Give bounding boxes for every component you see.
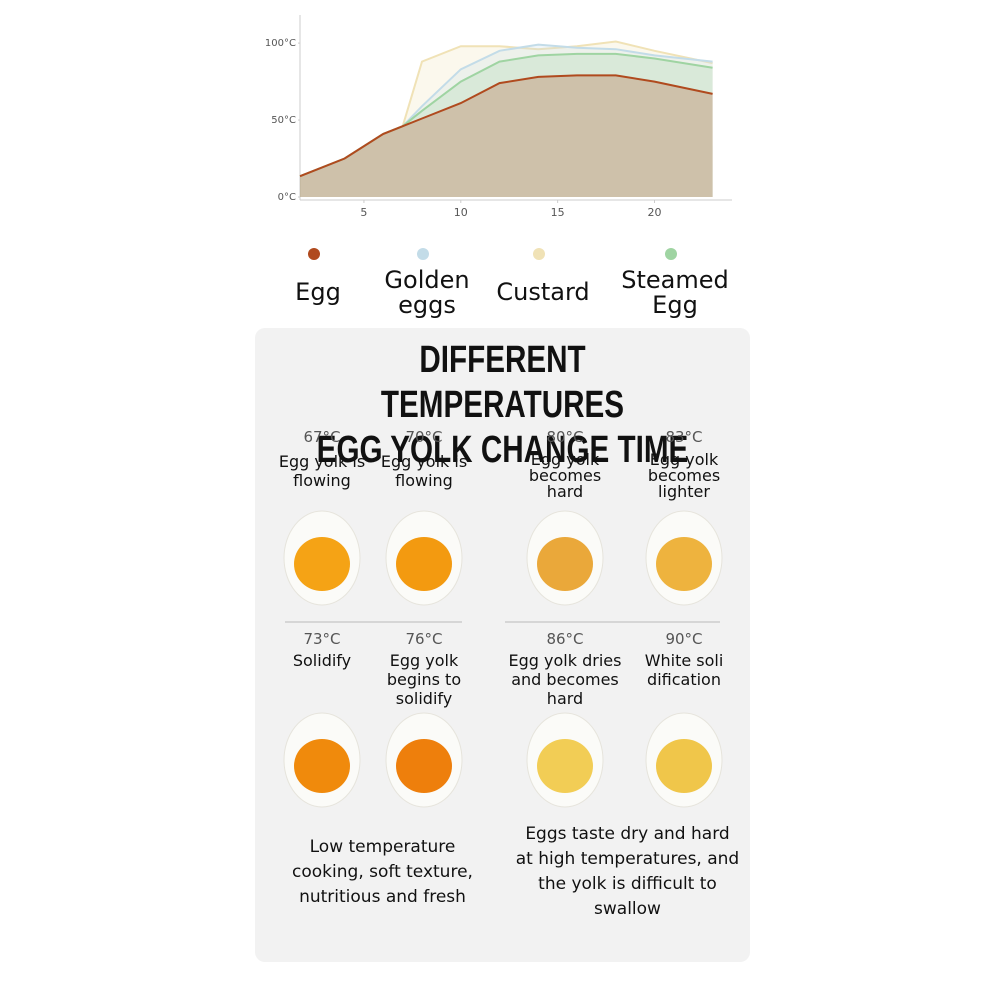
caption: Egg yolk begins to solidify: [386, 651, 462, 708]
temperature: 73°C: [303, 630, 341, 648]
area: [300, 44, 713, 197]
y-tick-label: 100°C: [265, 38, 296, 49]
temperature: 86°C: [546, 630, 584, 648]
panel-title: DIFFERENT TEMPERATURES EGG YOLK CHANGE T…: [309, 338, 695, 473]
title-line: EGG YOLK CHANGE TIME: [316, 429, 689, 471]
caption: Egg yolk dries and becomes hard: [508, 651, 622, 708]
legend-swatch: [308, 248, 320, 260]
x-tick-label: 10: [454, 206, 468, 219]
temperature: 70°C: [405, 428, 443, 446]
x-tick-label: 15: [551, 206, 565, 219]
caption: Egg yolk becomes hard: [528, 450, 602, 501]
egg-yolk: [294, 537, 350, 591]
legend-label: Custard: [496, 278, 590, 306]
note: Low temperature cooking, soft texture, n…: [292, 837, 473, 907]
temperature: 76°C: [405, 630, 443, 648]
egg-yolk: [537, 739, 593, 793]
legend-label: Egg: [295, 278, 341, 306]
caption: Egg yolk is flowing: [278, 452, 366, 490]
legend-label: Golden eggs: [384, 266, 470, 319]
egg-yolk: [396, 739, 452, 793]
x-tick-label: 20: [648, 206, 662, 219]
note: Eggs taste dry and hard at high temperat…: [515, 824, 740, 919]
legend-swatch: [533, 248, 545, 260]
title-line: DIFFERENT TEMPERATURES: [380, 339, 625, 426]
temperature: 83°C: [665, 428, 703, 446]
temperature: 90°C: [665, 630, 703, 648]
legend-swatch: [417, 248, 429, 260]
legend-label: Steamed Egg: [621, 266, 729, 319]
area: [300, 75, 713, 197]
egg-yolk: [656, 537, 712, 591]
temperature: 67°C: [303, 428, 341, 446]
egg-yolk: [656, 739, 712, 793]
legend-swatch: [665, 248, 677, 260]
panel: [255, 328, 750, 962]
temperature: 80°C: [546, 428, 584, 446]
y-tick-label: 0°C: [278, 192, 296, 203]
egg-yolk: [537, 537, 593, 591]
area: [300, 41, 713, 197]
area: [300, 53, 713, 198]
caption: Egg yolk is flowing: [380, 452, 468, 490]
caption: Solidify: [292, 651, 352, 670]
line: [299, 74, 713, 178]
caption: White soli dification: [644, 651, 724, 689]
caption: Egg yolk becomes lighter: [647, 450, 721, 501]
y-tick-label: 50°C: [271, 115, 296, 126]
x-tick-label: 5: [360, 206, 367, 219]
egg-yolk: [396, 537, 452, 591]
egg-yolk: [294, 739, 350, 793]
